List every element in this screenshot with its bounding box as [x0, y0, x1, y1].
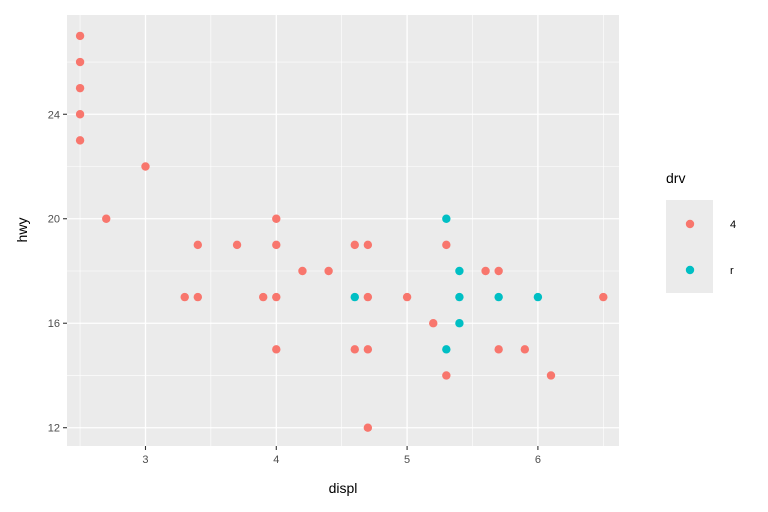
scatter-point-4: [232, 240, 242, 250]
legend-label-r: r: [730, 265, 734, 277]
legend-title: drv: [666, 170, 685, 186]
scatter-point-4: [272, 214, 281, 223]
scatter-point-r: [455, 292, 464, 302]
scatter-point-4: [75, 110, 85, 119]
scatter-point-4: [75, 136, 85, 145]
x-tick-label: 5: [404, 454, 410, 466]
grid-minor: [67, 15, 619, 446]
plot-panel: [67, 15, 619, 446]
scatter-point-4: [442, 371, 451, 380]
scatter-point-4: [102, 214, 111, 223]
y-axis: 12 16 20 24: [48, 109, 67, 435]
scatter-point-4: [520, 345, 530, 354]
scatter-point-4: [363, 423, 373, 432]
points-layer: [75, 31, 608, 432]
scatter-point-4: [494, 266, 503, 276]
y-tick-label: 12: [48, 423, 60, 435]
scatter-point-4: [402, 292, 412, 302]
y-tick-label: 24: [48, 109, 60, 121]
scatter-point-4: [272, 345, 281, 354]
scatter-point-4: [180, 292, 189, 302]
scatter-point-4: [494, 345, 503, 354]
x-tick-label: 3: [142, 454, 148, 466]
scatter-point-4: [481, 266, 490, 276]
legend-key-r: [685, 265, 695, 275]
legend-items: 4r: [685, 219, 736, 277]
scatter-point-4: [363, 292, 373, 302]
grid-major: [67, 15, 619, 446]
scatter-point-4: [363, 240, 373, 250]
scatter-point-r: [350, 292, 359, 302]
scatter-point-r: [442, 214, 451, 223]
scatter-point-r: [442, 345, 451, 354]
x-tick-label: 4: [273, 454, 279, 466]
scatter-point-4: [272, 240, 281, 250]
scatter-point-4: [141, 162, 150, 171]
scatter-point-4: [429, 319, 438, 328]
y-tick-label: 16: [48, 318, 60, 330]
scatter-point-4: [350, 240, 359, 250]
scatter-point-4: [599, 292, 608, 302]
scatter-point-r: [455, 319, 464, 328]
scatter-point-4: [259, 292, 268, 302]
y-tick-label: 20: [48, 214, 60, 226]
scatter-point-4: [324, 266, 333, 276]
scatter-point-4: [193, 292, 203, 302]
scatter-point-4: [298, 266, 307, 276]
scatter-point-r: [533, 292, 543, 302]
scatter-point-4: [272, 292, 281, 302]
scatter-point-4: [75, 83, 85, 93]
scatter-point-4: [363, 345, 373, 354]
scatter-point-4: [546, 371, 556, 380]
scatter-point-r: [494, 292, 503, 302]
legend: drv 4r: [666, 170, 736, 293]
x-tick-label: 6: [535, 454, 541, 466]
x-axis-title: displ: [329, 480, 358, 496]
y-axis-title: hwy: [14, 218, 30, 243]
scatter-point-4: [442, 240, 451, 250]
legend-key-background: [666, 200, 713, 293]
scatter-point-r: [455, 266, 464, 276]
scatter-point-4: [350, 345, 359, 354]
scatter-point-4: [75, 31, 85, 41]
scatter-point-4: [75, 57, 85, 67]
legend-key-4: [685, 219, 695, 229]
x-axis: 3 4 5 6: [142, 446, 541, 466]
scatter-point-4: [193, 240, 203, 250]
legend-label-4: 4: [730, 219, 736, 231]
